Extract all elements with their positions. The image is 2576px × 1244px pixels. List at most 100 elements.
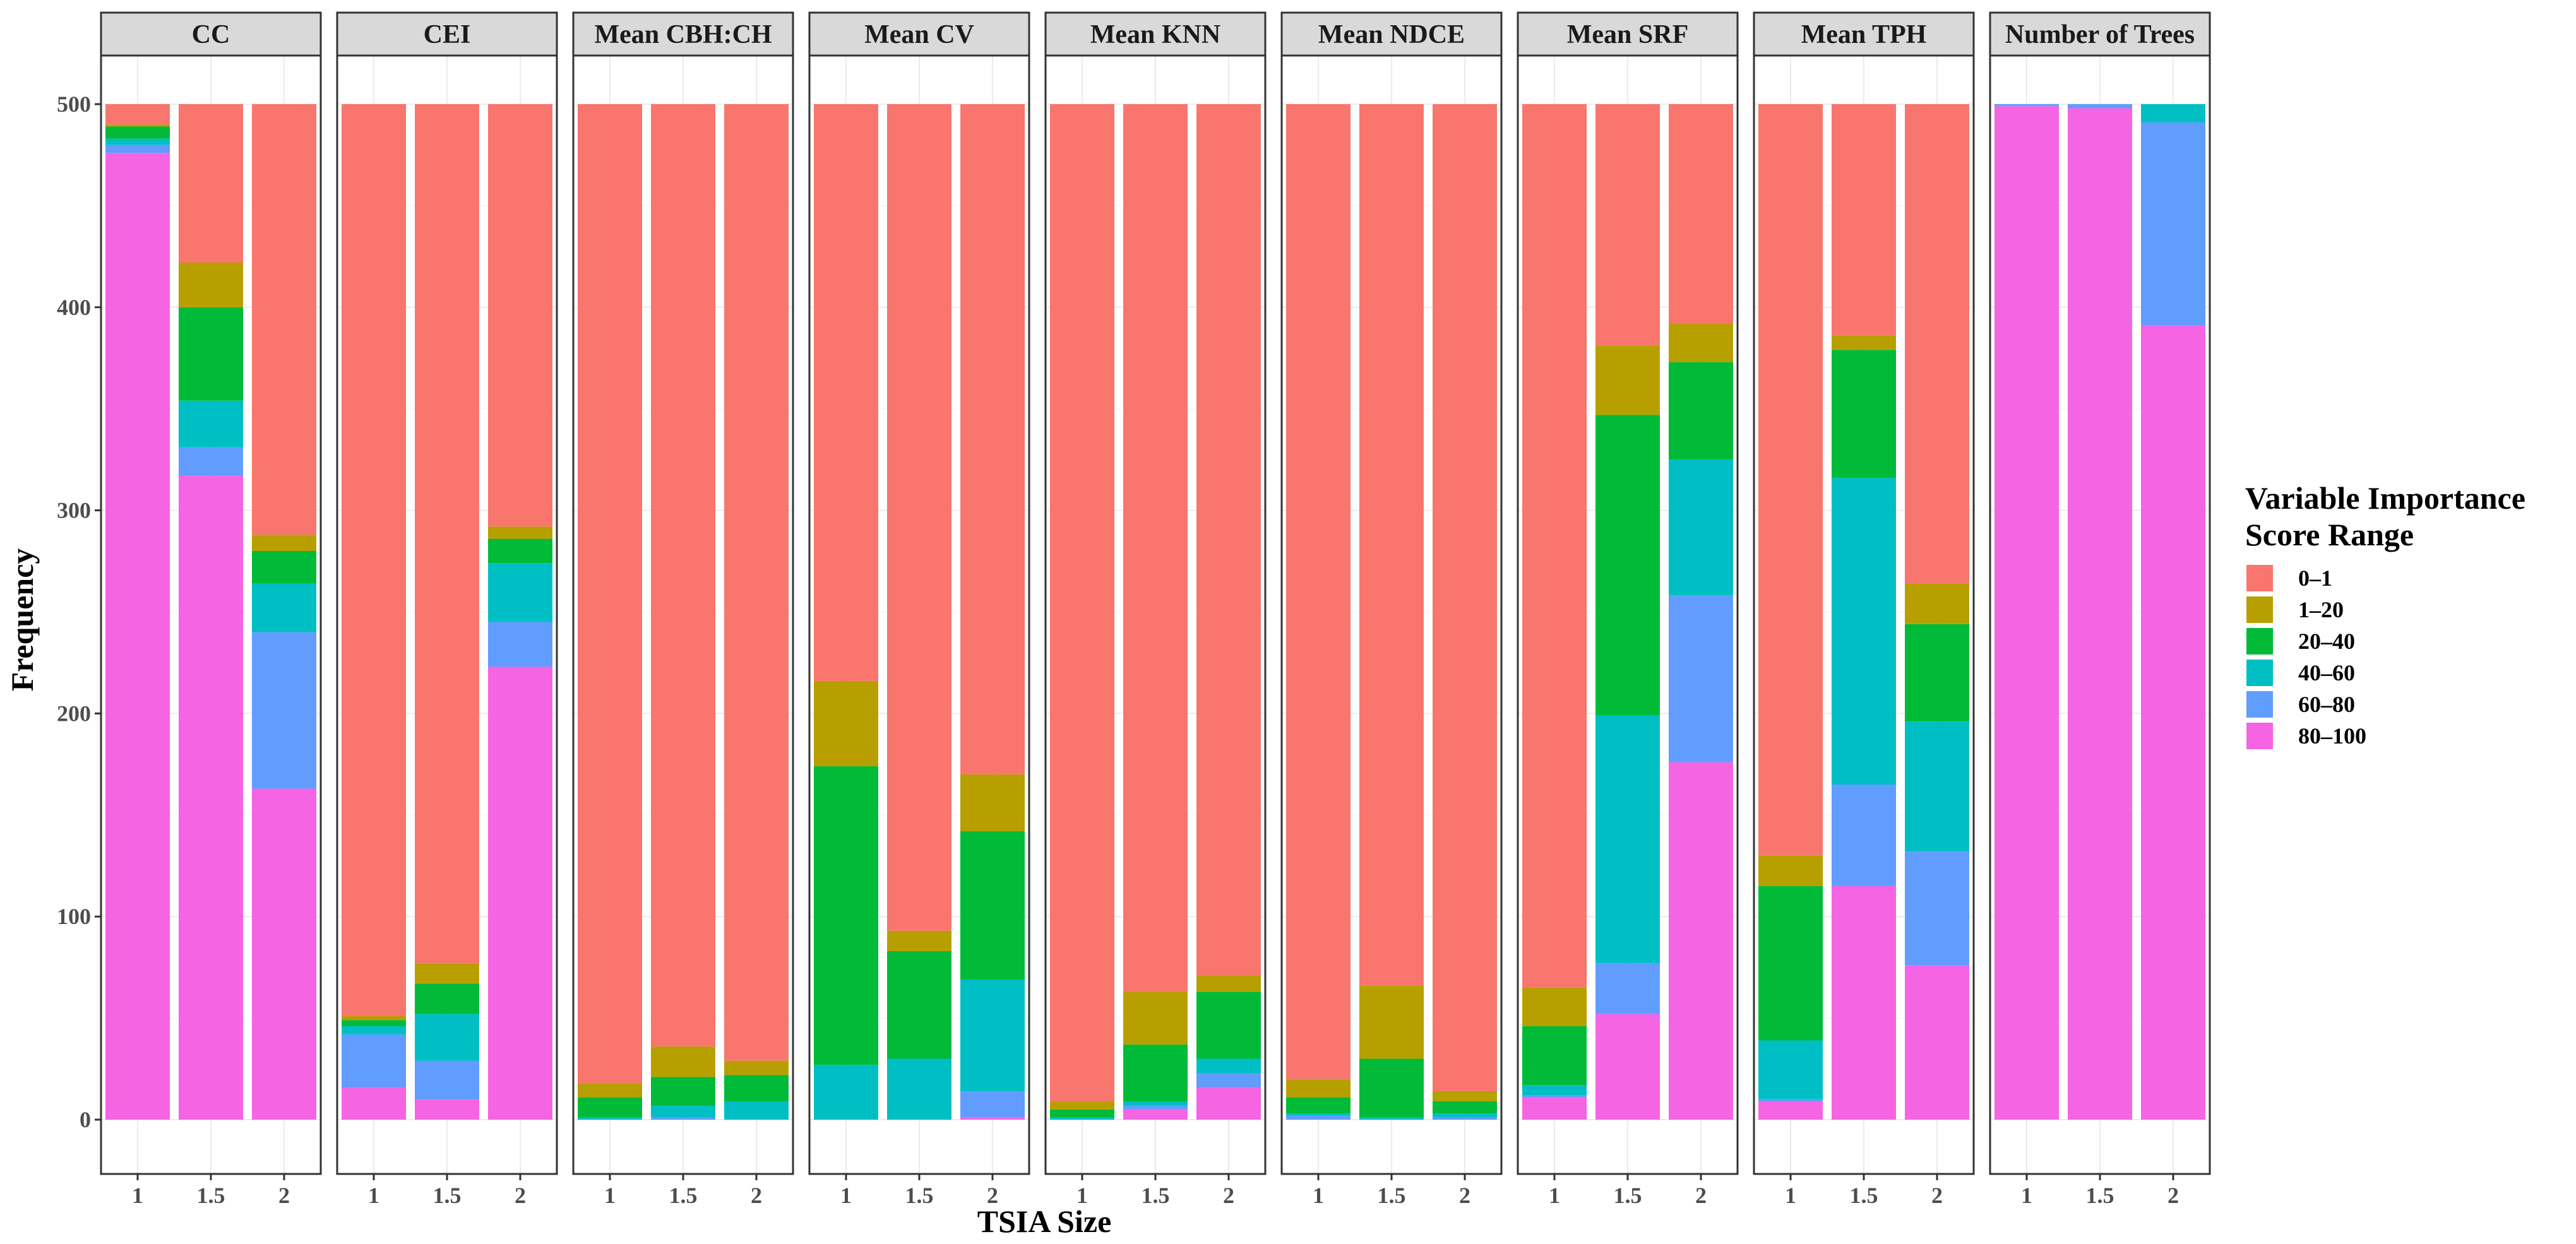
bar-segment-mean-knn-x2-20-40 <box>1196 992 1261 1059</box>
bar-segment-cei-x1-5-20-40 <box>415 983 479 1014</box>
bar-segment-cei-x1-80-100 <box>342 1087 406 1120</box>
bar-segment-mean-knn-x1-5-40-60 <box>1123 1101 1188 1106</box>
bar-segment-cei-x1-0-1 <box>342 104 406 1016</box>
bar-segment-mean-ndce-x2-0-1 <box>1433 104 1497 1091</box>
y-tick-label: 0 <box>80 1107 91 1132</box>
bar-segment-mean-tph-x2-0-1 <box>1905 104 1969 584</box>
bar-segment-mean-srf-x1-5-80-100 <box>1595 1014 1660 1120</box>
y-tick-label: 400 <box>57 295 91 320</box>
bar-segment-mean-srf-x1-5-20-40 <box>1595 415 1660 716</box>
bar-segment-cei-x1-60-80 <box>342 1034 406 1087</box>
bar-segment-cei-x2-60-80 <box>488 622 552 667</box>
bar-segment-mean-tph-x2-20-40 <box>1905 624 1969 722</box>
facet-strip <box>1044 11 1267 57</box>
x-tick-label: 2 <box>1459 1183 1470 1208</box>
panel-mean-cv: Mean CV 1 1.5 2 <box>808 11 1030 1208</box>
panel-mean-tph: Mean TPH 1 1.5 2 <box>1753 11 1975 1208</box>
bar-segment-mean-knn-x1-5-20-40 <box>1123 1044 1188 1102</box>
bar-segment-cc-x1-1-20 <box>105 124 170 127</box>
bar-segment-mean-tph-x1-5-40-60 <box>1832 478 1896 785</box>
bar-segment-mean-srf-x2-80-100 <box>1669 762 1733 1120</box>
bar-segment-mean-cv-x2-20-40 <box>960 831 1025 980</box>
bar-segment-mean-cv-x2-1-20 <box>960 774 1025 832</box>
bar-segment-cc-x1-5-1-20 <box>179 263 243 307</box>
bar-segment-cei-x1-5-60-80 <box>415 1060 479 1099</box>
panel-cc: CC 1 1.5 2 <box>100 11 322 1208</box>
bar-segment-cc-x1-5-0-1 <box>179 104 243 263</box>
bar-segment-mean-tph-x1-80-100 <box>1758 1101 1823 1120</box>
y-tick-label: 500 <box>57 92 91 117</box>
bar-segment-mean-ndce-x1-0-1 <box>1286 104 1351 1079</box>
x-tick-label: 1.5 <box>669 1183 698 1208</box>
facet-strip <box>572 11 794 57</box>
facet-strip-title: Number of Trees <box>2005 20 2195 49</box>
facet-strip <box>808 11 1030 57</box>
legend-swatch-80-100 <box>2246 723 2273 749</box>
bar-segment-cc-x1-5-40-60 <box>179 400 243 447</box>
x-tick-label: 1.5 <box>2086 1183 2114 1208</box>
bar-segment-mean-cv-x1-40-60 <box>814 1065 878 1120</box>
bar-segment-cei-x1-20-40 <box>342 1020 406 1026</box>
bar-segment-mean-srf-x1-5-0-1 <box>1595 104 1660 346</box>
legend-swatch-20-40 <box>2246 628 2273 655</box>
bar-segment-cc-x1-0-1 <box>105 104 170 125</box>
legend-label-1-20: 1–20 <box>2298 597 2344 622</box>
bar-segment-mean-tph-x1-5-60-80 <box>1832 785 1896 886</box>
facet-strip <box>1753 11 1975 57</box>
x-axis-title: TSIA Size <box>977 1204 1112 1239</box>
bar-segment-mean-srf-x1-80-100 <box>1522 1097 1587 1120</box>
facet-panels: CC 1 1.5 2 CEI 1 1.5 2 Mean CBH:CH 1 1.5 2 Mean CV 1 1… <box>100 11 2211 1208</box>
bar-segment-cei-x1-40-60 <box>342 1026 406 1034</box>
bar-segment-mean-ndce-x2-1-20 <box>1433 1091 1497 1102</box>
bar-segment-number-of-trees-x2-40-60 <box>2141 104 2205 122</box>
bar-segment-mean-tph-x1-5-0-1 <box>1832 104 1896 336</box>
bar-segment-number-of-trees-x1-60-80 <box>1995 104 2059 107</box>
panel-mean-cbh-ch: Mean CBH:CH 1 1.5 2 <box>572 11 794 1208</box>
bar-segment-mean-knn-x2-0-1 <box>1196 104 1261 976</box>
x-tick-label: 1 <box>840 1183 852 1208</box>
bar-segment-mean-ndce-x1-5-40-60 <box>1359 1117 1424 1120</box>
legend-swatch-1-20 <box>2246 596 2273 623</box>
bar-segment-cei-x1-5-40-60 <box>415 1014 479 1061</box>
bar-segment-mean-cbh-ch-x1-5-0-1 <box>651 104 715 1047</box>
bar-segment-mean-tph-x1-20-40 <box>1758 886 1823 1041</box>
bar-segment-mean-cbh-ch-x2-20-40 <box>724 1075 789 1102</box>
bar-segment-number-of-trees-x1-5-60-80 <box>2068 104 2132 109</box>
bar-segment-mean-ndce-x1-5-20-40 <box>1359 1058 1424 1118</box>
bar-segment-mean-tph-x2-1-20 <box>1905 583 1969 624</box>
bar-segment-mean-knn-x2-40-60 <box>1196 1058 1261 1073</box>
bar-segment-mean-ndce-x2-20-40 <box>1433 1101 1497 1114</box>
bar-segment-mean-knn-x1-40-60 <box>1050 1117 1114 1120</box>
x-tick-label: 1 <box>132 1183 143 1208</box>
bar-segment-mean-ndce-x2-60-80 <box>1433 1117 1497 1120</box>
x-tick-label: 1 <box>1785 1183 1796 1208</box>
legend-swatch-40-60 <box>2246 660 2273 686</box>
bar-segment-number-of-trees-x1-5-80-100 <box>2068 108 2132 1120</box>
bar-segment-mean-cbh-ch-x1-40-60 <box>578 1117 642 1120</box>
bar-segment-mean-srf-x2-40-60 <box>1669 459 1733 596</box>
facet-strip <box>1517 11 1739 57</box>
legend-swatch-0-1 <box>2246 565 2273 591</box>
x-tick-label: 1.5 <box>1614 1183 1642 1208</box>
bar-segment-mean-cv-x2-0-1 <box>960 104 1025 774</box>
bar-segment-cei-x2-0-1 <box>488 104 552 527</box>
legend-label-40-60: 40–60 <box>2298 660 2355 685</box>
facet-strip <box>1989 11 2211 57</box>
bar-segment-cc-x2-60-80 <box>252 632 316 789</box>
bar-segment-cc-x2-40-60 <box>252 583 316 632</box>
y-axis: 0 100 200 300 400 500 <box>57 92 101 1132</box>
bar-segment-mean-srf-x1-1-20 <box>1522 987 1587 1026</box>
x-tick-label: 2 <box>278 1183 290 1208</box>
bar-segment-mean-cbh-ch-x1-5-60-80 <box>651 1117 715 1120</box>
x-tick-label: 1.5 <box>1142 1183 1170 1208</box>
bar-segment-mean-cv-x1-1-20 <box>814 680 878 767</box>
bar-segment-mean-knn-x1-5-60-80 <box>1123 1105 1188 1110</box>
bar-segment-mean-ndce-x2-40-60 <box>1433 1113 1497 1118</box>
bar-segment-mean-cbh-ch-x1-5-40-60 <box>651 1105 715 1118</box>
facet-strip-title: Mean KNN <box>1090 20 1220 49</box>
x-tick-label: 2 <box>1931 1183 1943 1208</box>
legend-title-line: Score Range <box>2245 517 2414 552</box>
y-tick-label: 300 <box>57 498 91 523</box>
